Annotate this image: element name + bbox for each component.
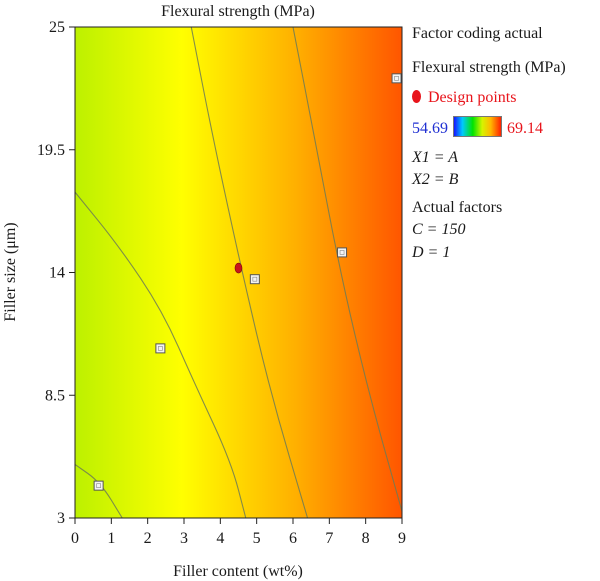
- legend-x2-text: X2 = B: [412, 171, 459, 188]
- x-tick-label: 0: [71, 530, 79, 547]
- legend-design-points: Design points: [412, 88, 516, 108]
- legend-factor-c: C = 150: [412, 220, 465, 240]
- design-point: [337, 247, 348, 258]
- design-point: [249, 274, 260, 285]
- scale-min: 54.69: [412, 120, 448, 137]
- design-point-inner: [158, 346, 163, 351]
- design-points: [93, 73, 402, 491]
- legend-x2: X2 = B: [412, 170, 458, 190]
- y-tick-label: 8.5: [45, 387, 65, 404]
- design-point-inner: [96, 483, 101, 488]
- legend-x1-text: X1 = A: [412, 149, 459, 166]
- design-point-inner: [339, 250, 345, 255]
- x-tick-label: 8: [362, 530, 370, 547]
- legend-metric: Flexural strength (MPa): [412, 59, 566, 76]
- design-point-inner: [394, 76, 399, 81]
- y-axis-ticks: 3 8.5 14 19.5 25: [37, 19, 75, 527]
- x-tick-label: 3: [180, 530, 188, 547]
- y-tick-label: 3: [57, 510, 65, 527]
- y-tick-label: 25: [49, 19, 65, 36]
- chart-title: Flexural strength (MPa): [161, 3, 315, 20]
- legend-design-points-label: Design points: [428, 89, 517, 106]
- x-tick-label: 5: [253, 530, 261, 547]
- design-point-inner: [252, 276, 258, 282]
- design-point-icon: [412, 90, 421, 103]
- x-tick-label: 4: [216, 530, 224, 547]
- design-point: [155, 343, 166, 354]
- legend-actual-factors: Actual factors: [412, 199, 503, 216]
- legend-factor-d: D = 1: [412, 243, 450, 263]
- legend-x1: X1 = A: [412, 148, 458, 168]
- x-tick-label: 2: [144, 530, 152, 547]
- center-point: [234, 262, 243, 274]
- contour-line: [74, 191, 247, 519]
- legend-color-scale: 54.69 69.14: [412, 116, 543, 139]
- contour-line: [74, 463, 123, 519]
- y-tick-label: 14: [49, 265, 65, 282]
- x-axis-label: Filler content (wt%): [173, 563, 303, 580]
- x-axis-ticks: 0 1 2 3 4 5 6 7 8 9: [71, 518, 406, 547]
- legend-factor-d-text: D = 1: [412, 244, 451, 261]
- x-tick-label: 6: [289, 530, 297, 547]
- x-tick-label: 9: [398, 530, 406, 547]
- scale-max: 69.14: [507, 120, 543, 137]
- y-tick-label: 19.5: [37, 142, 65, 159]
- design-point: [391, 73, 402, 84]
- legend-factor-c-text: C = 150: [412, 221, 466, 238]
- contour-line: [190, 26, 309, 519]
- contour-line: [292, 26, 403, 512]
- y-axis-label: Filler size (μm): [2, 222, 19, 321]
- contour-lines: [74, 26, 403, 519]
- design-point: [93, 480, 104, 491]
- legend-factor-coding: Factor coding actual: [412, 25, 543, 42]
- x-tick-label: 7: [325, 530, 333, 547]
- x-tick-label: 1: [107, 530, 115, 547]
- color-scale-bar: [453, 116, 502, 137]
